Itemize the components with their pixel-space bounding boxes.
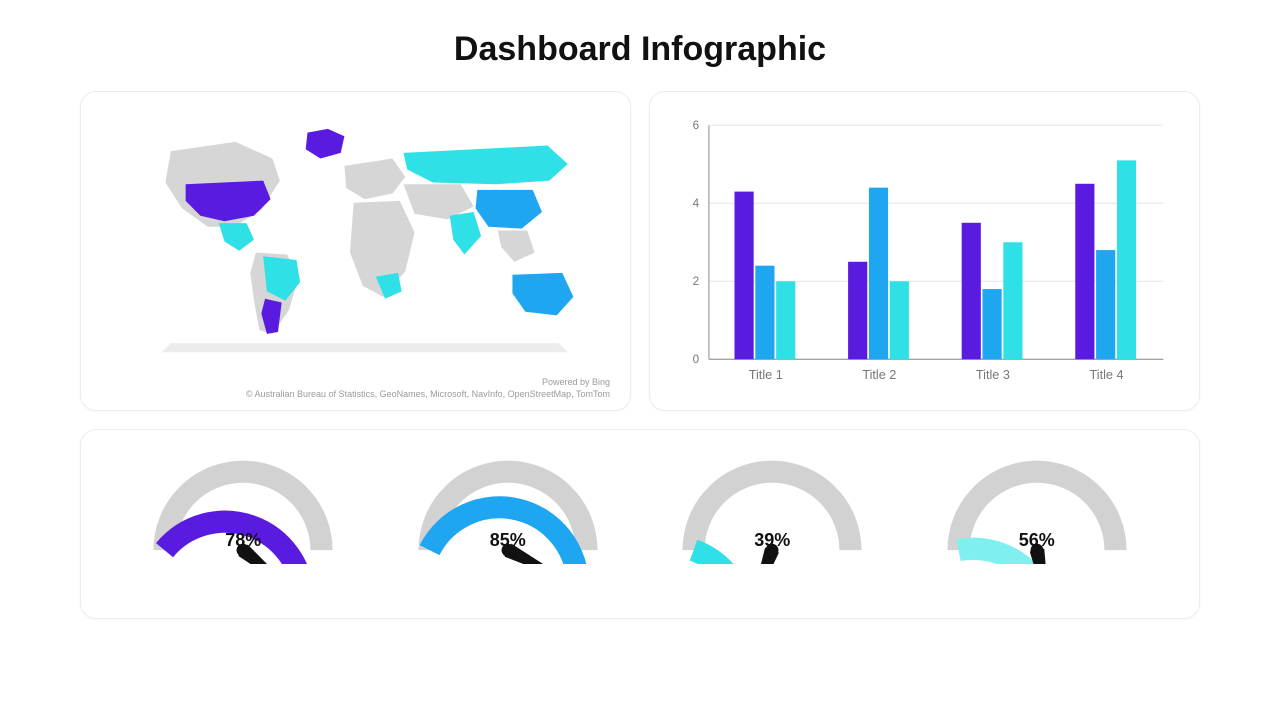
map-attribution-line2: © Australian Bureau of Statistics, GeoNa… bbox=[246, 388, 610, 400]
map-attribution: Powered by Bing © Australian Bureau of S… bbox=[246, 376, 610, 400]
map-attribution-line1: Powered by Bing bbox=[246, 376, 610, 388]
top-row: Powered by Bing © Australian Bureau of S… bbox=[80, 91, 1200, 411]
page-title: Dashboard Infographic bbox=[80, 30, 1200, 69]
svg-text:Title 1: Title 1 bbox=[749, 368, 783, 382]
gauge-label-3: 56% bbox=[922, 530, 1152, 551]
gauges-card: 78% 85% 39% 56% bbox=[80, 429, 1200, 619]
gauge-2: 39% bbox=[657, 444, 887, 604]
gauge-1: 85% bbox=[393, 444, 623, 604]
gauge-label-1: 85% bbox=[393, 530, 623, 551]
svg-text:Title 4: Title 4 bbox=[1090, 368, 1124, 382]
svg-text:2: 2 bbox=[693, 275, 700, 288]
gauge-label-2: 39% bbox=[657, 530, 887, 551]
svg-text:Title 3: Title 3 bbox=[976, 368, 1010, 382]
bar-chart-card: 0 2 4 6 Title 1 Title 2 Title 3 Title 4 bbox=[649, 91, 1200, 411]
bar-chart: 0 2 4 6 Title 1 Title 2 Title 3 Title 4 bbox=[668, 110, 1175, 396]
map-card: Powered by Bing © Australian Bureau of S… bbox=[80, 91, 631, 411]
gauge-label-0: 78% bbox=[128, 530, 358, 551]
svg-text:4: 4 bbox=[693, 197, 700, 210]
world-map bbox=[101, 116, 610, 356]
gauge-0: 78% bbox=[128, 444, 358, 604]
svg-text:6: 6 bbox=[693, 119, 700, 132]
gauge-3: 56% bbox=[922, 444, 1152, 604]
svg-text:Title 2: Title 2 bbox=[862, 368, 896, 382]
svg-text:0: 0 bbox=[693, 353, 700, 366]
